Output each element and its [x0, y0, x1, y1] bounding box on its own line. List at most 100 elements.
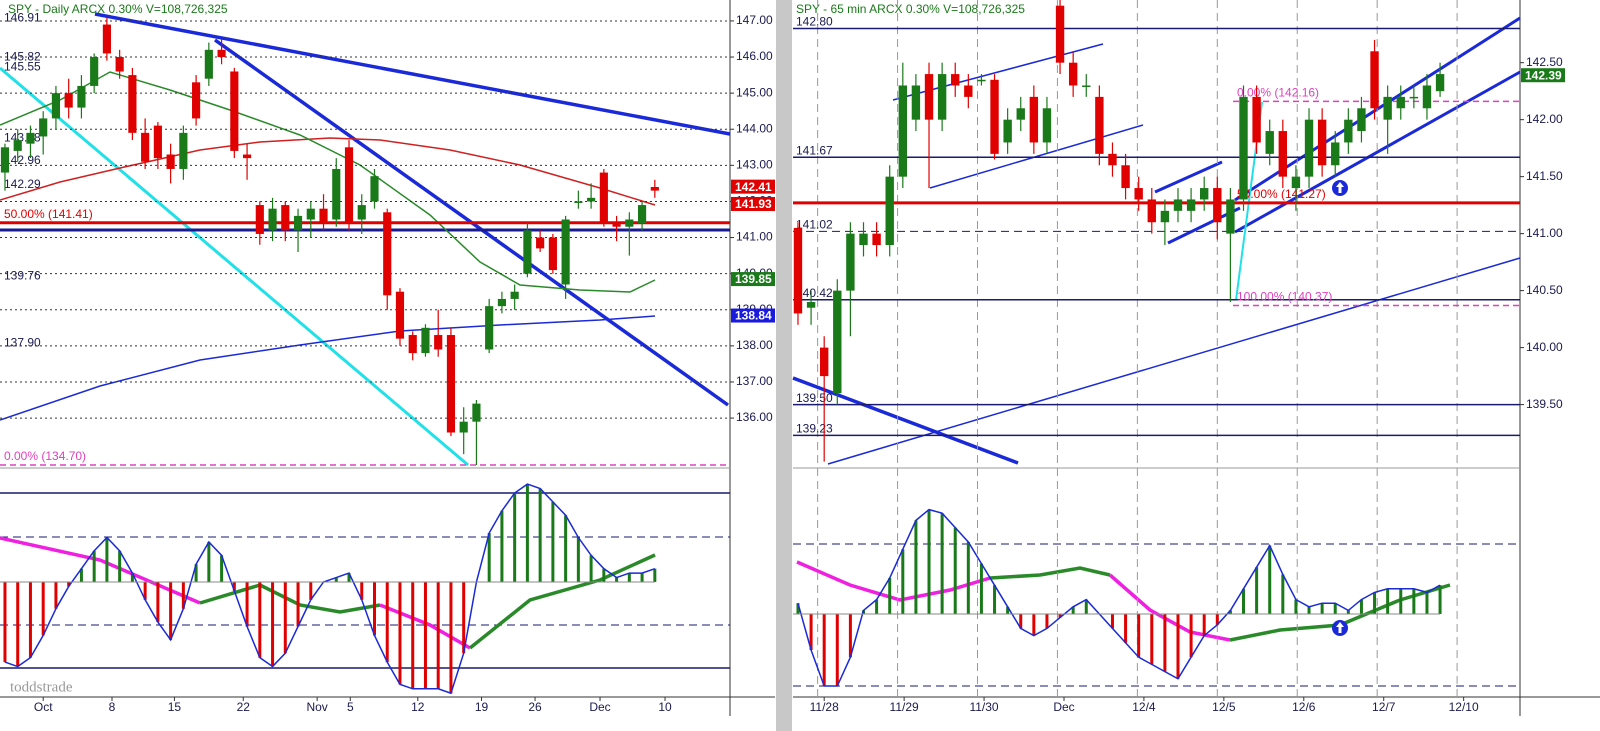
- candle-body: [990, 79, 999, 154]
- candle-body: [153, 125, 162, 159]
- candle-body: [230, 71, 239, 151]
- candle-body: [242, 154, 252, 159]
- candle-body: [859, 233, 868, 246]
- chart-title: SPY - 65 min ARCX 0.30% V=108,726,325: [796, 2, 1025, 16]
- candle-body: [485, 306, 494, 350]
- candle-body: [1278, 131, 1288, 177]
- level-label: 146.91: [4, 10, 41, 24]
- candle-body: [281, 205, 290, 231]
- signal-line: [796, 560, 991, 602]
- candle-body: [1226, 199, 1235, 234]
- candle-body: [64, 93, 73, 108]
- candle-body: [141, 132, 150, 162]
- price-tag-label: 141.93: [735, 197, 772, 211]
- fib-label: 50.00% (141.27): [1237, 187, 1326, 201]
- arrow-icon: [1336, 182, 1344, 193]
- candle-body: [937, 74, 947, 120]
- candle-body: [268, 208, 277, 231]
- price-tag: [1521, 68, 1565, 83]
- level-label: 140.42: [796, 286, 833, 300]
- candle-body: [472, 403, 481, 422]
- candle-body: [370, 176, 379, 202]
- signal-line: [199, 583, 381, 614]
- candle-body: [1265, 131, 1274, 154]
- fib-label: 50.00% (141.41): [4, 207, 93, 221]
- candle-body: [587, 197, 596, 202]
- price-tag: [731, 308, 775, 323]
- candle-body: [204, 49, 213, 79]
- osc-line: [797, 508, 1441, 687]
- x-tick-label: 12/7: [1372, 700, 1396, 714]
- candle-body: [1435, 74, 1445, 92]
- candle-body: [1422, 85, 1432, 109]
- level-label: 141.67: [796, 143, 833, 157]
- level-label: 141.02: [796, 218, 833, 232]
- candle-body: [395, 291, 405, 339]
- candle-body: [846, 233, 855, 291]
- signal-line: [1108, 573, 1231, 642]
- x-tick-label: 10: [658, 700, 672, 714]
- x-tick-label: 15: [168, 700, 182, 714]
- candle-body: [510, 291, 519, 299]
- candle-body: [1239, 96, 1248, 200]
- candle-body: [548, 237, 557, 271]
- candle-body: [1173, 199, 1183, 211]
- candle-body: [421, 327, 430, 354]
- candle-body: [497, 298, 506, 307]
- y-tick-label: 142.00: [1526, 112, 1563, 126]
- candle-body: [924, 74, 934, 120]
- channel-line: [929, 124, 1144, 189]
- y-tick-label: 136.00: [736, 410, 773, 424]
- signal-line: [0, 536, 201, 605]
- level-label: 145.82: [4, 50, 41, 64]
- level-label: 139.76: [4, 268, 41, 282]
- candle-body: [1003, 119, 1012, 143]
- trend-line: [94, 12, 731, 136]
- candle-body: [898, 85, 908, 177]
- candle-body: [434, 335, 443, 350]
- candle-body: [90, 57, 99, 86]
- candle-body: [1147, 199, 1156, 223]
- x-tick-label: 11/28: [810, 700, 839, 714]
- candle-body: [964, 85, 973, 97]
- price-tag: [731, 272, 775, 287]
- candle-body: [408, 335, 417, 354]
- channel-line: [1154, 160, 1223, 194]
- candle-body: [77, 85, 86, 108]
- x-tick-label: 22: [237, 700, 251, 714]
- candle-body: [625, 219, 634, 227]
- candle-body: [1291, 176, 1301, 189]
- y-tick-label: 146.00: [736, 49, 773, 63]
- price-tag-label: 142.39: [1525, 68, 1562, 82]
- price-tag-label: 138.84: [735, 309, 772, 323]
- x-tick-label: 12: [411, 700, 425, 714]
- y-tick-label: 138.00: [736, 338, 773, 352]
- candle-body: [977, 79, 986, 82]
- candle-body: [1121, 165, 1130, 189]
- y-tick-label: 141.50: [1526, 169, 1563, 183]
- signal-line: [989, 566, 1111, 580]
- x-tick-label: Dec: [589, 700, 610, 714]
- candle-body: [1331, 142, 1340, 166]
- candle-body: [179, 132, 188, 169]
- fib-label: 0.00% (134.70): [4, 449, 86, 463]
- candle-body: [599, 172, 608, 224]
- candle-body: [306, 208, 315, 220]
- candle-body: [1396, 96, 1405, 109]
- x-tick-label: 8: [109, 700, 116, 714]
- candle-body: [951, 74, 960, 86]
- candle-body: [332, 168, 341, 220]
- candle-body: [1200, 188, 1209, 200]
- candle-body: [1016, 108, 1025, 120]
- candle-body: [638, 205, 647, 224]
- level-label: 142.80: [796, 15, 833, 29]
- watermark: toddstrade: [10, 679, 73, 695]
- candle-body: [1252, 96, 1261, 143]
- candle-body: [1134, 188, 1143, 200]
- y-tick-label: 143.00: [736, 158, 773, 172]
- signal-line: [468, 553, 656, 650]
- candle-body: [1029, 96, 1039, 143]
- candle-body: [1304, 119, 1314, 177]
- arrow-icon: [1336, 622, 1344, 633]
- x-tick-label: Nov: [306, 700, 327, 714]
